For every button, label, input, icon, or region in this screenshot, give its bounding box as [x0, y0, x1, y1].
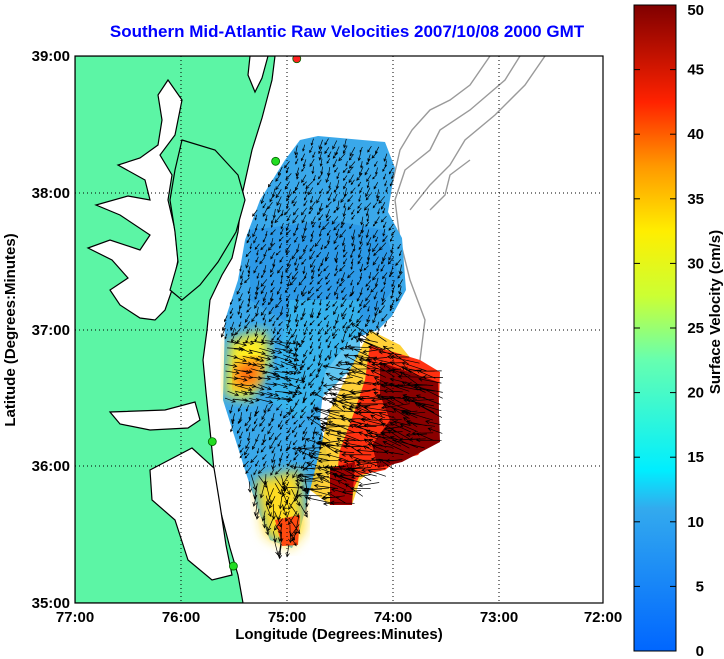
arrow-quiver: [220, 138, 444, 560]
x-tick-label: 74:00: [374, 609, 412, 626]
x-tick-label: 73:00: [480, 609, 518, 626]
colorbar-tick-label: 35: [687, 191, 704, 208]
radar-station-marker: [207, 437, 217, 447]
colorbar-tick-label: 25: [687, 320, 704, 337]
y-axis-label: Latitude (Degrees:Minutes): [2, 233, 19, 426]
colorbar-tick-label: 15: [687, 449, 704, 466]
x-tick-label: 77:00: [56, 609, 94, 626]
x-tick-label: 72:00: [584, 609, 622, 626]
y-tick-label: 35:00: [32, 595, 70, 612]
y-tick-label: 37:00: [32, 322, 70, 339]
colorbar-label: Surface Velocity (cm/s): [707, 230, 724, 394]
colorbar-tick-label: 45: [687, 62, 704, 79]
radar-station-marker: [228, 561, 238, 571]
y-tick-label: 38:00: [32, 185, 70, 202]
colorbar-tick-label: 20: [687, 385, 704, 402]
colorbar-tick-label: 40: [687, 126, 704, 143]
y-tick-label: 39:00: [32, 48, 70, 65]
velocity-arrows: [220, 138, 444, 560]
radar-station-marker: [292, 56, 302, 64]
pamlico-sound: [149, 447, 233, 581]
plot-frame: [74, 55, 604, 604]
delmarva-peninsula: [169, 139, 246, 301]
colorbar-tick-label: 0: [696, 643, 704, 659]
x-axis-label: Longitude (Degrees:Minutes): [235, 626, 443, 643]
colorbar-gradient: [633, 4, 677, 652]
map-title: Southern Mid-Atlantic Raw Velocities 200…: [109, 22, 585, 41]
chesapeake-bay: [86, 78, 183, 321]
radar-station-marker: [271, 156, 281, 166]
delaware-bay: [247, 56, 269, 94]
colorbar-tick-label: 30: [687, 255, 704, 272]
y-axis-ticks: 39:00 38:00 37:00 36:00 35:00: [32, 48, 70, 612]
y-tick-label: 36:00: [32, 458, 70, 475]
x-tick-label: 76:00: [162, 609, 200, 626]
x-tick-label: 75:00: [268, 609, 306, 626]
colorbar-tick-label: 5: [696, 578, 704, 595]
grid-lines: [75, 56, 603, 603]
x-axis-ticks: 77:00 76:00 75:00 74:00 73:00 72:00: [56, 609, 622, 626]
colorbar-tick-label: 50: [687, 2, 704, 19]
albemarle-sound: [108, 401, 201, 431]
colorbar-tick-label: 10: [687, 514, 704, 531]
